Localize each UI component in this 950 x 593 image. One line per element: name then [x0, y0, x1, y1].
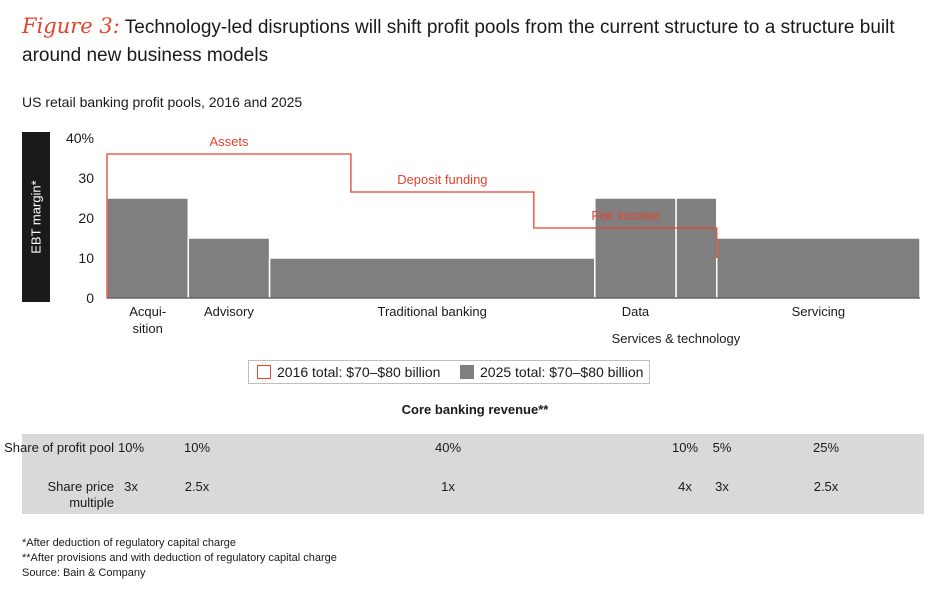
bar-2025-2	[268, 257, 596, 299]
share-price-multiple-cell-5: 2.5x	[813, 479, 839, 494]
bar-2025-1	[187, 237, 271, 299]
category-label-0: Acqui-	[129, 304, 166, 319]
legend-swatch-2016	[257, 365, 271, 379]
segment-label-2016-0: Assets	[209, 134, 249, 149]
category-label-2: Traditional banking	[378, 304, 487, 319]
share-price-multiple-cell-2: 1x	[441, 479, 455, 494]
legend-item-2016: 2016 total: $70–$80 billion	[257, 364, 440, 380]
category-label-services-technology: Services & technology	[612, 331, 741, 346]
share-price-multiple-cell-4: 3x	[715, 479, 729, 494]
share-profit-pool-cell-3: 10%	[671, 440, 699, 455]
outline-2016	[106, 153, 718, 298]
segment-label-2016-2: Fee income	[591, 208, 659, 223]
share-profit-pool-cell-5: 25%	[812, 440, 840, 455]
legend-label-2025: 2025 total: $70–$80 billion	[480, 364, 644, 380]
bar-2025-3	[594, 197, 677, 299]
bar-2025-0	[106, 197, 190, 299]
y-tick-label: 40%	[66, 130, 94, 146]
legend: 2016 total: $70–$80 billion 2025 total: …	[248, 360, 650, 384]
category-label-5: Servicing	[792, 304, 845, 319]
category-label-0: sition	[132, 321, 162, 336]
figure-title: Figure 3: Technology-led disruptions wil…	[22, 12, 932, 70]
title-text: Technology-led disruptions will shift pr…	[22, 17, 895, 66]
category-label-3: Data	[622, 304, 650, 319]
share-price-multiple-cell-1: 2.5x	[184, 479, 210, 494]
row-label-share-profit-pool: Share of profit pool	[4, 440, 114, 455]
legend-swatch-2025	[460, 365, 474, 379]
share-price-multiple-cell-3: 4x	[678, 479, 692, 494]
share-price-multiple-cell-0: 3x	[124, 479, 138, 494]
core-banking-title: Core banking revenue**	[401, 402, 549, 417]
y-tick-label: 20	[78, 210, 94, 226]
footnote-2: **After provisions and with deduction of…	[22, 552, 337, 564]
legend-item-2025: 2025 total: $70–$80 billion	[460, 364, 643, 380]
row-label-share-price-multiple: Share price multiple	[47, 479, 114, 510]
y-tick-label: 10	[78, 250, 94, 266]
y-tick-label: 0	[86, 290, 94, 306]
bar-2025-4	[675, 197, 718, 299]
figure-label: Figure 3:	[22, 14, 120, 38]
share-profit-pool-cell-2: 40%	[434, 440, 462, 455]
share-profit-pool-cell-4: 5%	[712, 440, 732, 455]
footnote-source: Source: Bain & Company	[22, 567, 146, 579]
core-banking-table	[22, 434, 924, 514]
bar-2025-5	[716, 237, 921, 299]
share-profit-pool-cell-1: 10%	[183, 440, 211, 455]
footnote-1: *After deduction of regulatory capital c…	[22, 537, 237, 549]
legend-label-2016: 2016 total: $70–$80 billion	[277, 364, 441, 380]
y-tick-label: 30	[78, 170, 94, 186]
category-label-1: Advisory	[204, 304, 254, 319]
share-profit-pool-cell-0: 10%	[117, 440, 145, 455]
profit-pool-chart: 0 10 20 30 40% Assets Deposit funding Fee inco…	[66, 130, 921, 346]
chart-subtitle: US retail banking profit pools, 2016 and…	[22, 94, 303, 110]
segment-label-2016-1: Deposit funding	[397, 172, 487, 187]
y-axis-label-box: EBT margin*	[22, 132, 50, 302]
